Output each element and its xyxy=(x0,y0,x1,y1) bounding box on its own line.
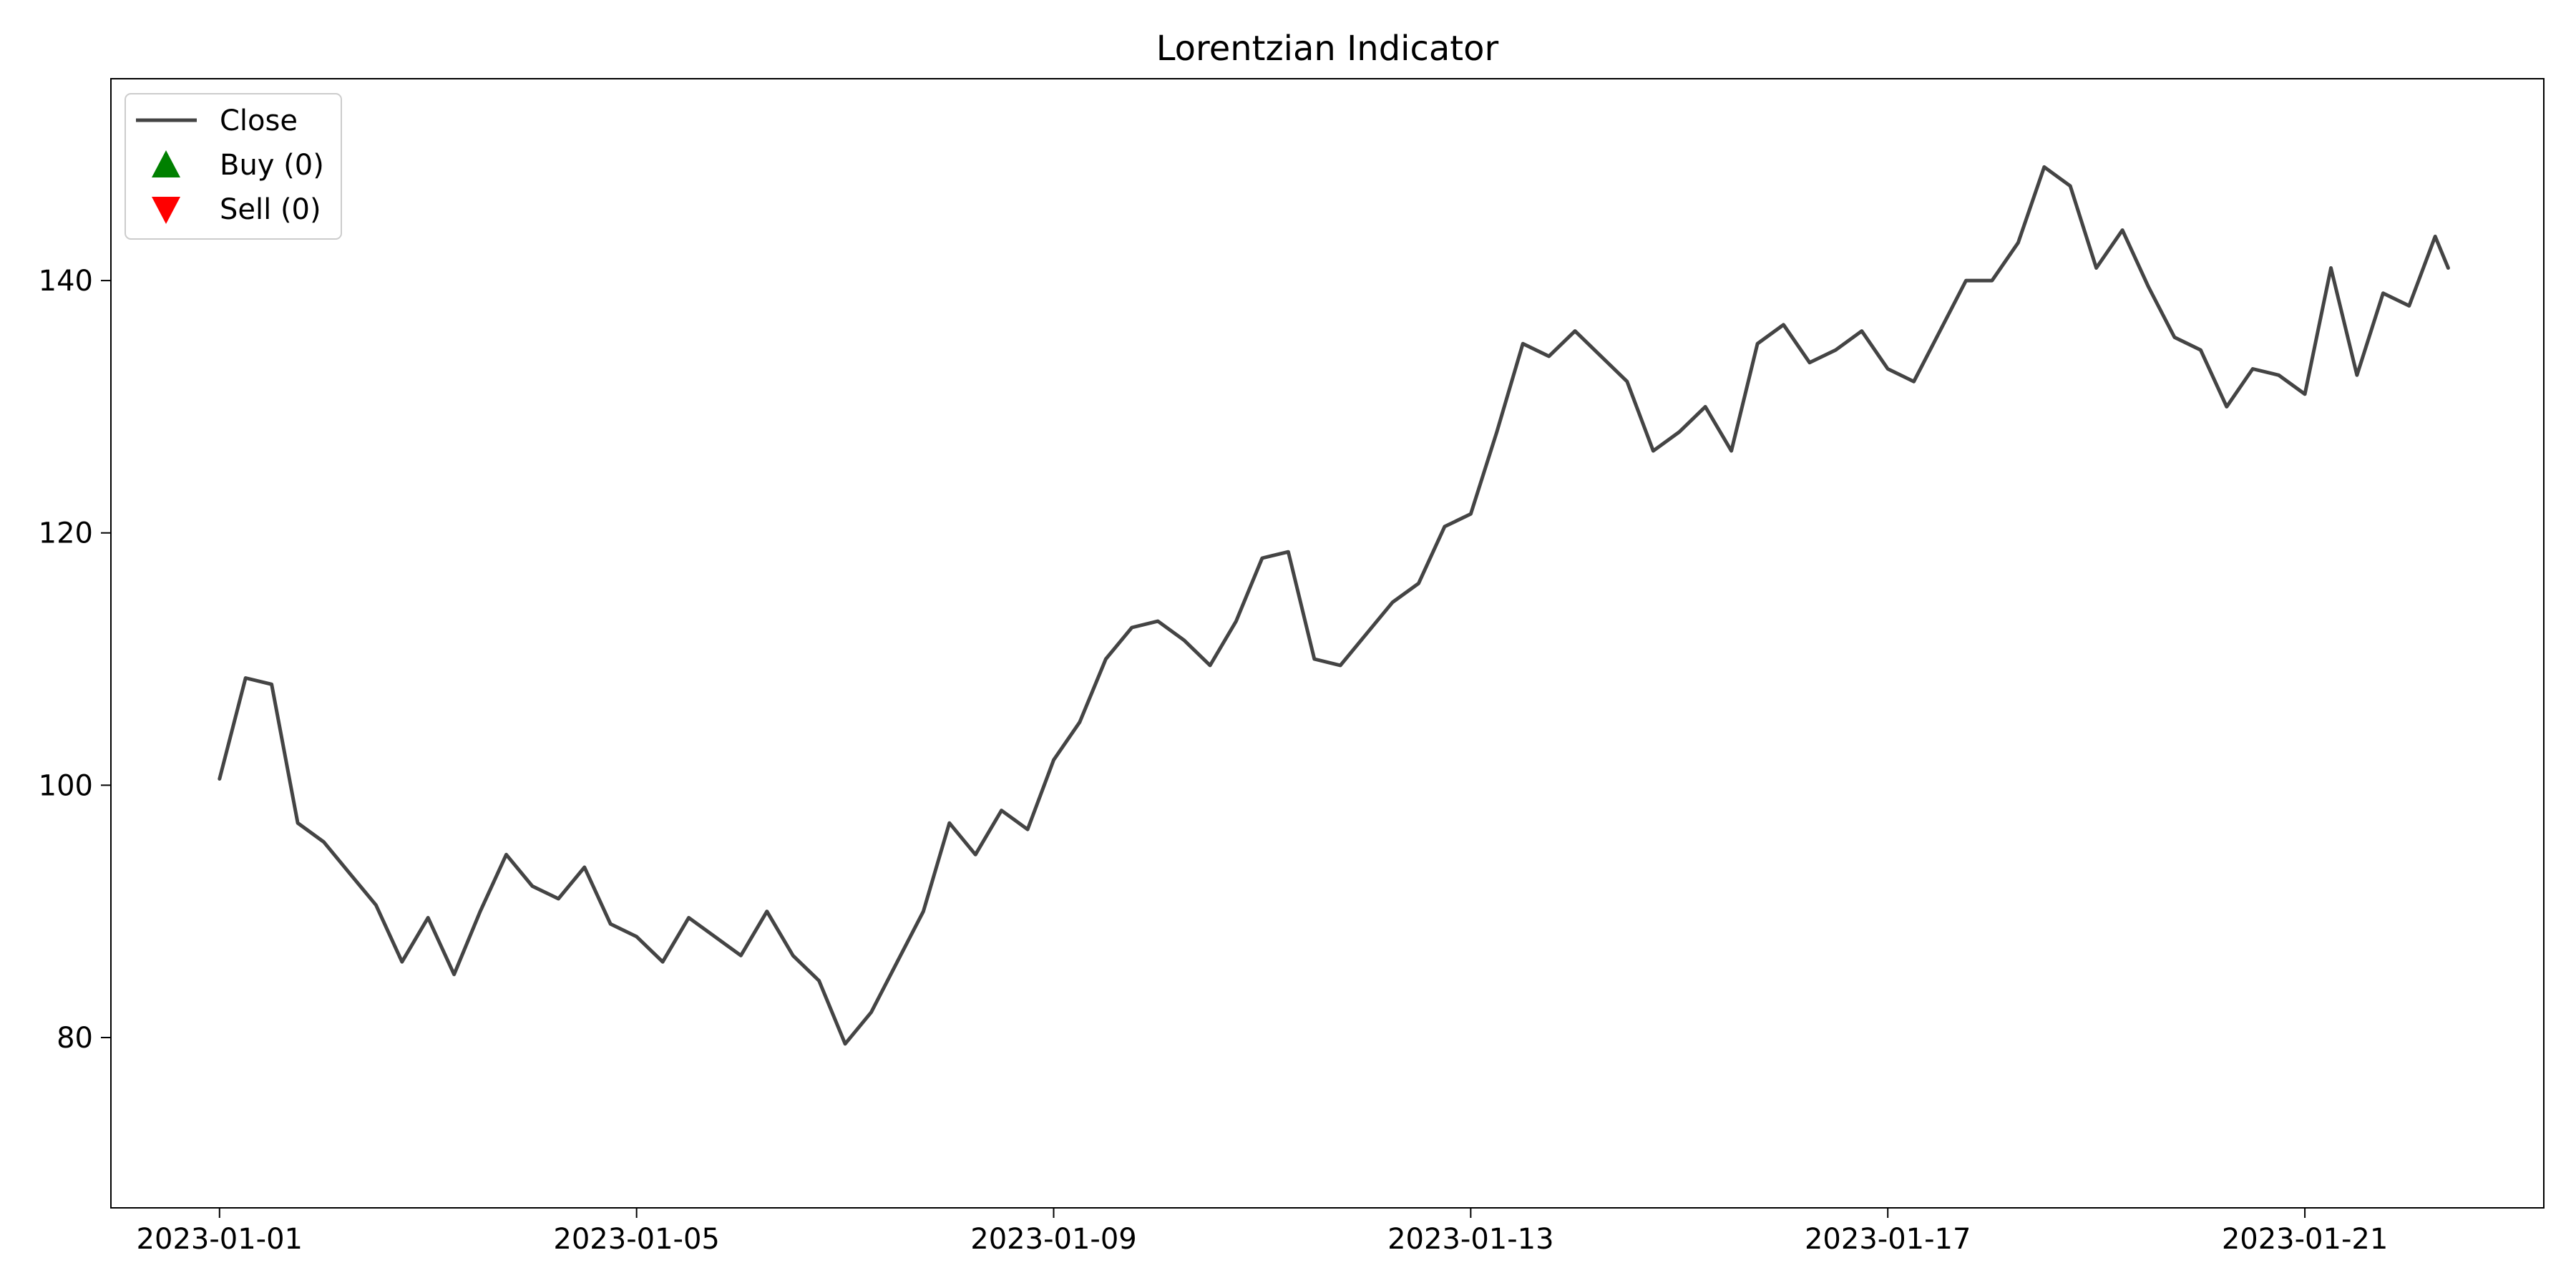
x-tick-label: 2023-01-17 xyxy=(1805,1223,1971,1256)
legend-buy-marker xyxy=(152,150,180,177)
legend: Close Buy (0) Sell (0) xyxy=(125,93,342,240)
y-tick-label: 120 xyxy=(39,517,93,550)
x-tick-label: 2023-01-13 xyxy=(1387,1223,1553,1256)
x-tick-label: 2023-01-21 xyxy=(2222,1223,2388,1256)
legend-buy-label: Buy (0) xyxy=(220,149,324,182)
plot-frame xyxy=(110,78,2545,1209)
legend-sell-marker xyxy=(152,197,180,224)
x-axis: 2023-01-01 2023-01-05 2023-01-09 2023-01-13… xyxy=(137,1208,2388,1256)
series-line-close xyxy=(218,165,2450,1046)
x-tick-label: 2023-01-01 xyxy=(137,1223,303,1256)
x-tick-label: 2023-01-05 xyxy=(553,1223,719,1256)
y-tick-label: 100 xyxy=(39,769,93,802)
legend-close-label: Close xyxy=(220,104,298,137)
plot-area xyxy=(218,165,2450,1046)
chart-title: Lorentzian Indicator xyxy=(1156,29,1499,69)
y-tick-label: 80 xyxy=(57,1022,93,1055)
y-tick-label: 140 xyxy=(39,265,93,298)
legend-box xyxy=(125,93,342,240)
legend-sell-label: Sell (0) xyxy=(220,193,321,226)
x-tick-label: 2023-01-09 xyxy=(970,1223,1136,1256)
y-axis: 80 100 120 140 xyxy=(39,265,111,1055)
